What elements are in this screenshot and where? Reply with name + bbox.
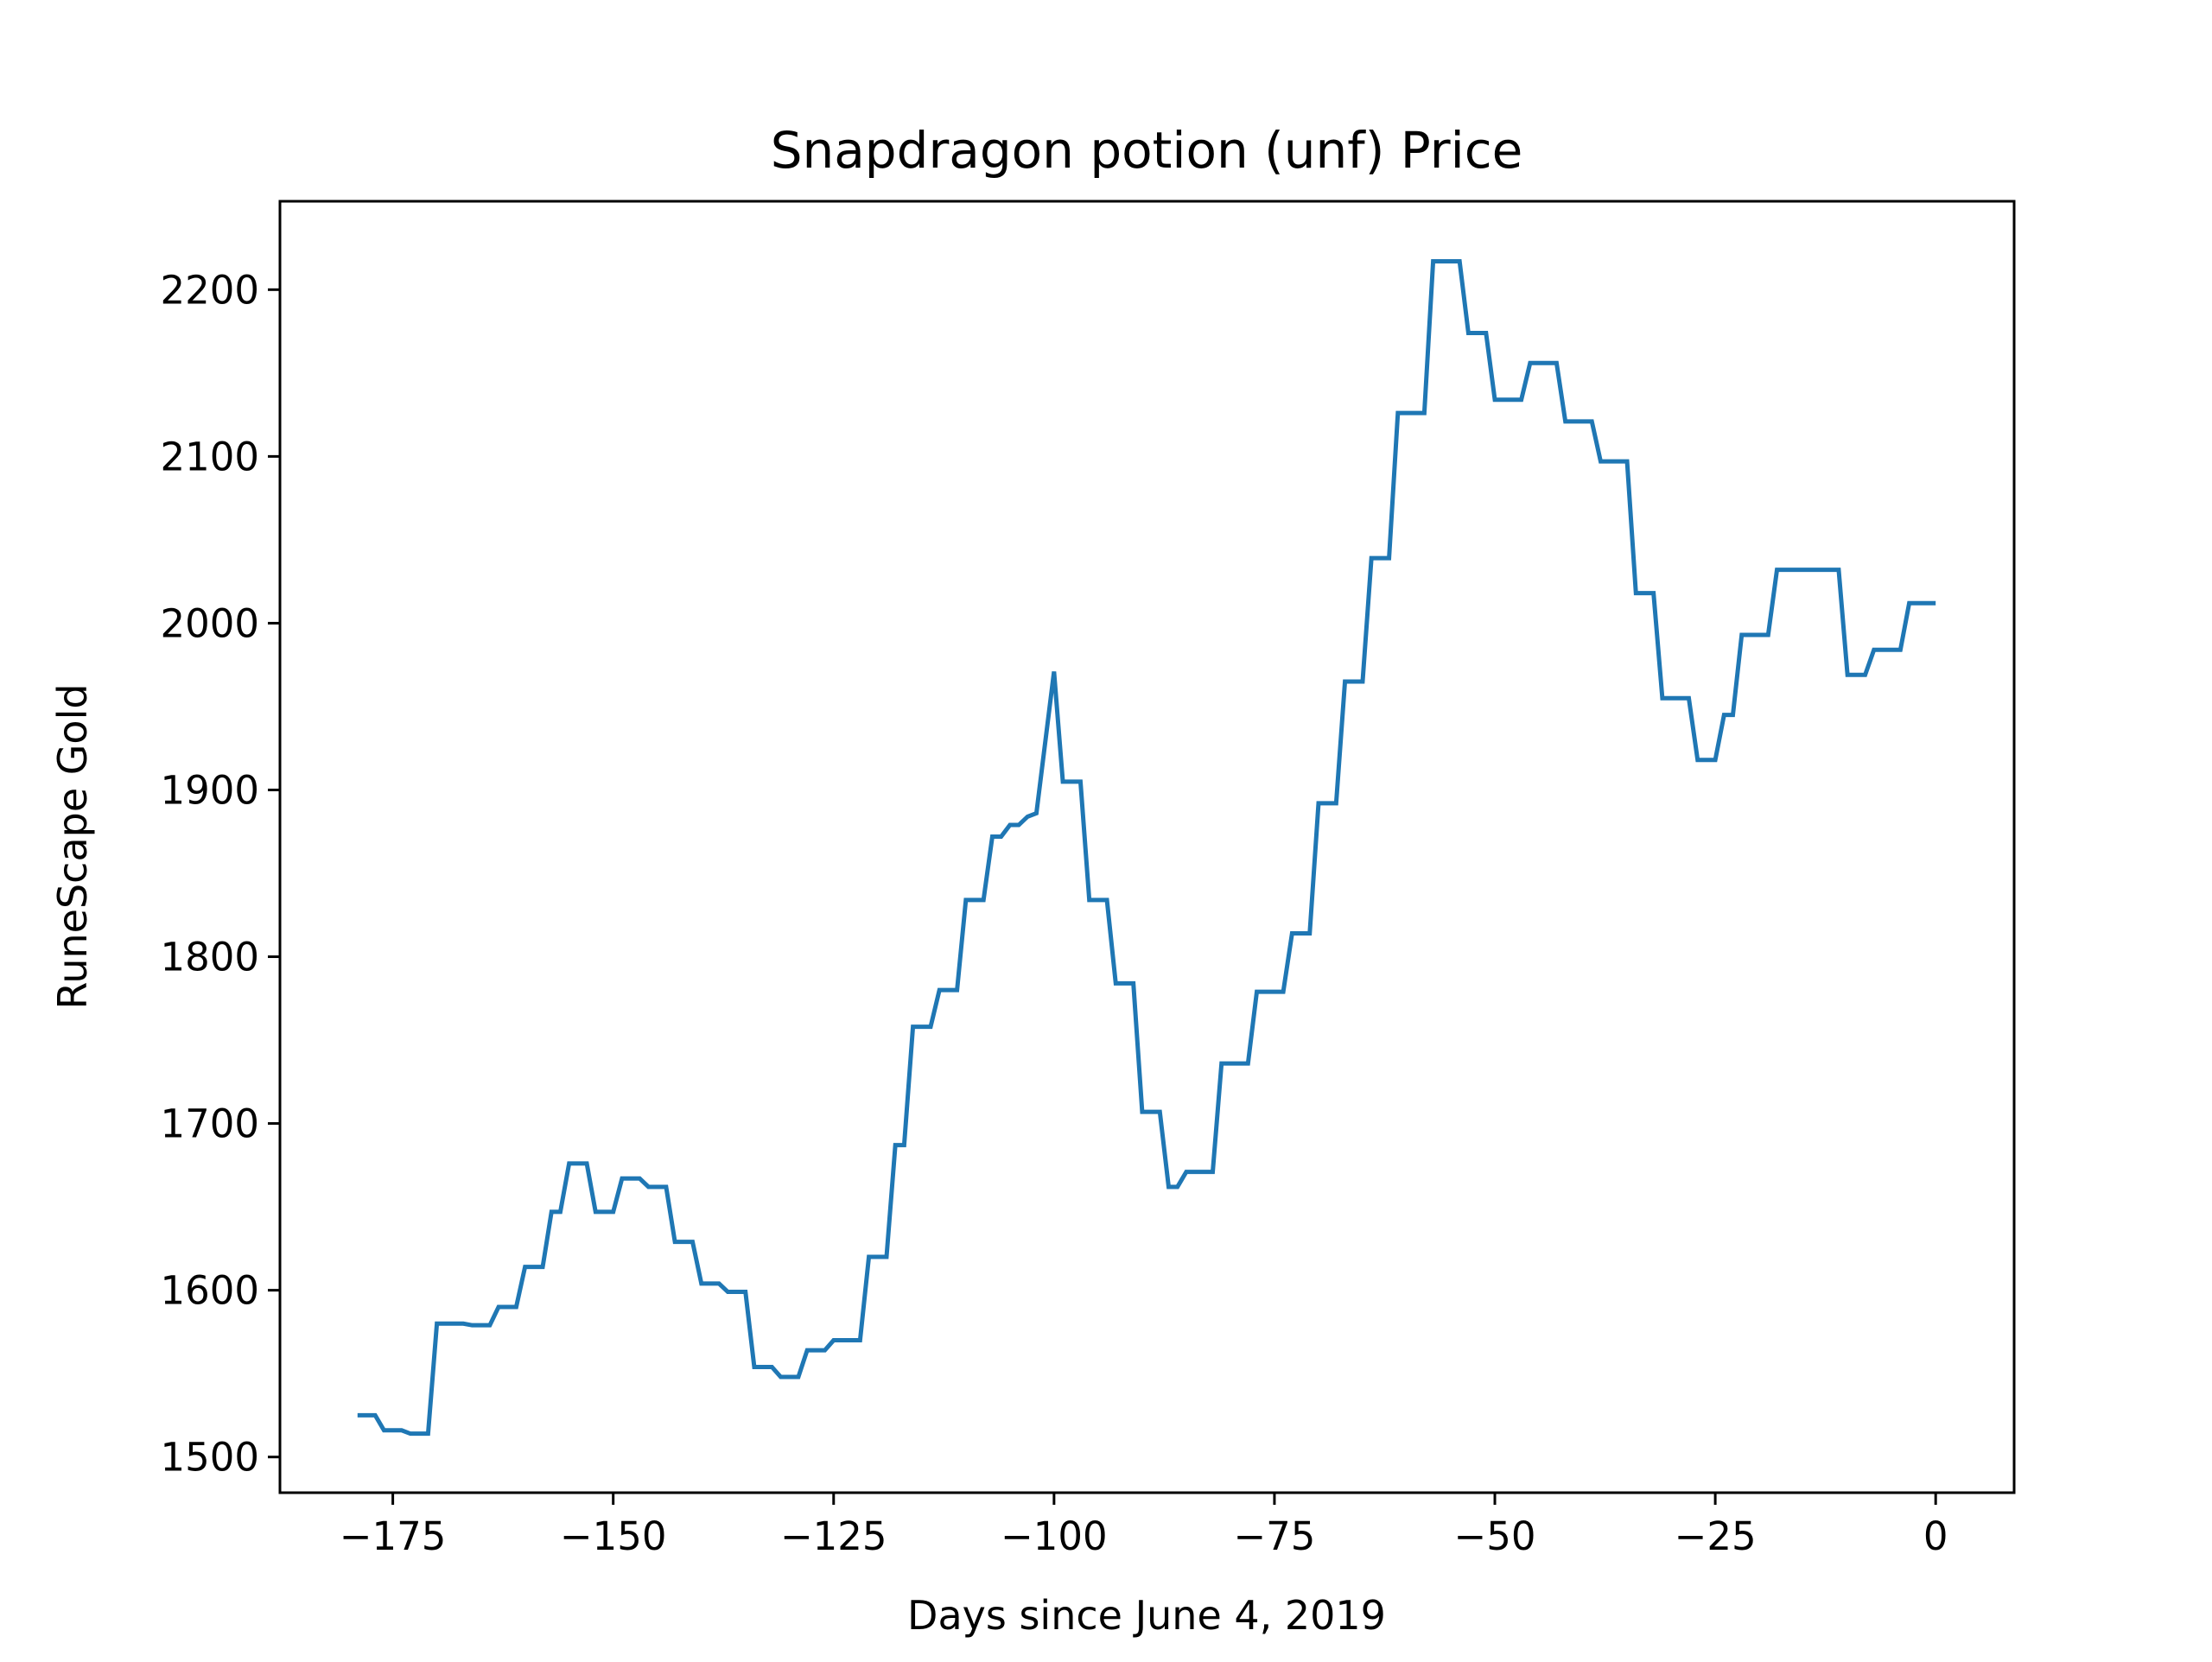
- y-tick-label: 2100: [160, 434, 259, 479]
- x-tick-label: −50: [1454, 1513, 1536, 1559]
- y-tick-label: 1900: [160, 767, 259, 813]
- x-tick-label: −125: [780, 1513, 887, 1559]
- x-tick-label: −100: [1001, 1513, 1108, 1559]
- y-tick-label: 2200: [160, 267, 259, 313]
- y-tick-label: 1600: [160, 1268, 259, 1314]
- y-tick-label: 2000: [160, 600, 259, 646]
- x-tick-label: −25: [1675, 1513, 1757, 1559]
- chart-title: Snapdragon potion (unf) Price: [771, 121, 1523, 180]
- x-tick-label: −175: [340, 1513, 447, 1559]
- x-axis-label: Days since June 4, 2019: [907, 1592, 1386, 1639]
- y-axis-label: RuneScape Gold: [49, 683, 96, 1009]
- x-tick-label: 0: [1923, 1513, 1948, 1559]
- y-tick-label: 1500: [160, 1435, 259, 1481]
- plot-frame: [278, 200, 2016, 1494]
- line-series: [357, 259, 1936, 1437]
- y-tick-label: 1700: [160, 1101, 259, 1147]
- x-tick-label: −75: [1233, 1513, 1315, 1559]
- x-tick-label: −150: [560, 1513, 667, 1559]
- y-tick-label: 1800: [160, 935, 259, 980]
